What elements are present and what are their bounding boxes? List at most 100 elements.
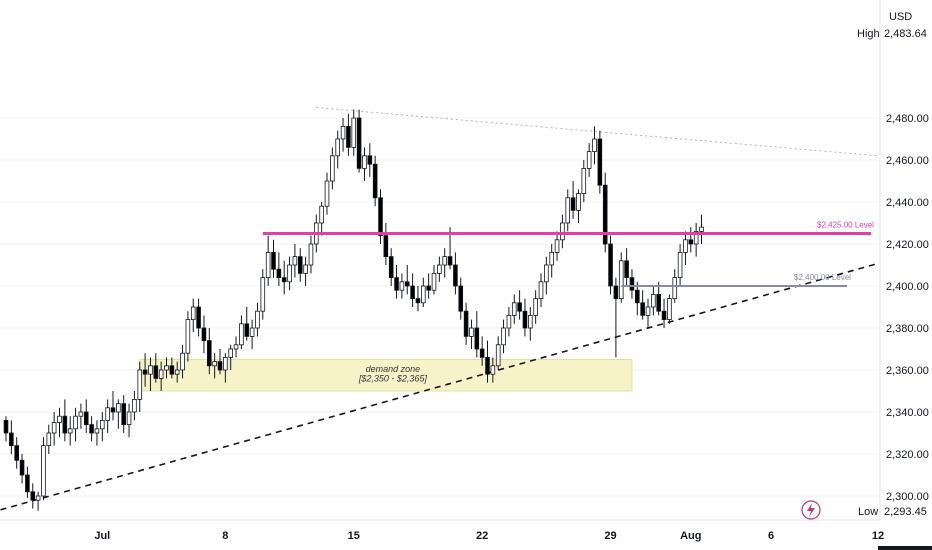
candle-down [378,197,383,237]
candle-up [351,117,357,148]
candle-down [121,403,127,426]
candle-down [415,298,421,304]
candle-up [73,415,78,430]
low-value-box [882,504,930,518]
low-value: 2,293.45 [884,506,927,518]
y-tick-label: 2,460.00 [886,155,929,167]
candle-up [399,281,405,291]
y-tick-label: 2,340.00 [886,407,929,419]
candle-down [485,356,490,375]
x-tick-label: 12 [872,530,884,542]
candle-up [544,264,549,283]
descending-trendline[interactable] [316,107,879,157]
candle-up [699,226,704,232]
price-axis-bg [880,0,932,550]
ascending-trendline[interactable] [0,262,881,513]
candle-down [297,256,303,274]
candle-down [62,415,68,434]
candle-up [35,495,41,501]
candle-up [190,306,196,321]
candle-up [667,298,672,321]
candle-up [51,422,57,434]
candle-up [158,369,164,379]
candle-down [624,260,629,278]
candle-up [330,155,335,182]
x-tick-label: 22 [476,530,488,542]
demand-zone-label: demand zone [366,364,421,374]
candle-up [212,361,217,367]
y-tick-label: 2,400.00 [886,281,929,293]
candle-up [340,126,346,140]
candle-down [474,327,480,350]
candle-up [148,365,153,375]
candle-up [528,314,533,329]
lightning-icon[interactable] [801,500,821,520]
candle-down [244,323,250,337]
scroll-indicator[interactable] [878,546,932,550]
candle-up [303,264,308,274]
x-tick-label: Jul [94,530,110,542]
price-axis[interactable]: 2,300.00 2,320.00 2,340.00 2,360.00 2,380.00… [886,113,929,503]
candle-down [629,277,635,291]
high-label: High [857,28,880,40]
candle-down [89,424,94,434]
candle-down [110,407,116,413]
candle-up [362,155,367,169]
candle-down [661,310,667,321]
candle-up [292,256,298,266]
candle-down [463,310,469,337]
candle-down [9,432,14,447]
candle-up [431,272,437,291]
chart-grid [0,117,880,497]
candle-down [281,277,287,283]
candle-up [420,285,426,304]
candle-up [565,197,571,224]
candle-up [442,256,447,266]
candle-down [276,268,282,279]
candle-up [180,352,185,371]
candle-down [83,411,89,426]
candle-down [346,126,351,148]
support-label: $2,400.00 Level [794,273,851,282]
y-tick-label: 2,420.00 [886,239,929,251]
candle-down [570,197,576,211]
candle-up [319,205,324,224]
candle-up [164,365,169,371]
candle-up [506,314,512,329]
candle-up [255,310,260,329]
candle-down [394,277,399,291]
x-tick-label: 29 [604,530,616,542]
currency-label[interactable]: USD [889,11,912,23]
candle-down [388,256,394,279]
y-tick-label: 2,480.00 [886,113,929,125]
candle-up [549,251,554,266]
candle-up [174,369,180,375]
candle-up [223,356,228,371]
candle-up [100,419,105,430]
high-value-box [882,26,930,40]
candle-up [116,403,121,413]
candle-down [410,285,415,300]
candle-down [458,285,464,312]
candle-up [94,428,100,434]
candle-down [142,369,148,375]
candle-down [602,184,608,245]
candle-up [511,302,517,316]
candle-up [105,407,110,421]
candle-down [169,365,175,375]
time-axis[interactable]: Jul 8 15 22 29 Aug 6 12 [94,530,884,542]
candle-down [196,306,201,329]
candle-up [287,264,292,283]
candle-up [265,251,271,278]
candle-up [672,277,678,300]
candle-down [426,285,431,291]
candle-down [153,365,159,379]
candle-down [597,138,603,186]
candle-down [447,256,453,266]
candle-up [651,293,656,308]
candle-up [46,432,52,447]
demand-zone-range-label: [$2,350 - $2,365] [358,374,428,384]
candle-down [517,302,522,312]
candle-up [249,327,255,337]
